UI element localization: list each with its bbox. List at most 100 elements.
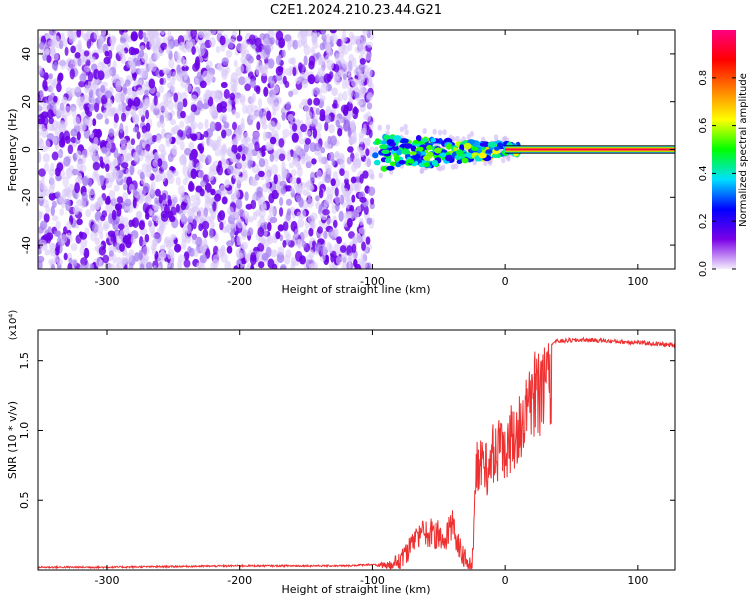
spectrogram-cell <box>318 156 326 165</box>
spectrogram-cell <box>230 211 238 219</box>
spectrogram-cell <box>122 192 128 201</box>
chart-title: C2E1.2024.210.23.44.G21 <box>270 3 442 18</box>
spectrogram-cell <box>307 98 313 106</box>
colorbar-label: Normalized spectral amplitude <box>738 73 749 227</box>
spectrogram-cell <box>452 147 459 152</box>
spectrogram-cell <box>152 159 158 167</box>
spectrogram-cell <box>381 149 390 154</box>
spectrogram-cell <box>235 198 243 210</box>
spectrogram-cell <box>182 165 188 176</box>
spectrogram-cell <box>364 156 372 168</box>
spectrogram-cell <box>128 262 134 269</box>
spectrogram-cells <box>38 30 675 269</box>
spectrogram-cell <box>103 220 111 230</box>
spectrogram-cell <box>100 215 106 222</box>
spectrogram-cell <box>263 86 269 97</box>
spectrogram-cell <box>374 146 379 153</box>
spectrogram-cell <box>231 30 238 38</box>
spectrogram-cell <box>266 144 274 151</box>
spectrogram-cell <box>188 180 194 191</box>
spectrogram-cell <box>189 152 194 162</box>
spectrogram-cell <box>308 55 316 66</box>
spectrogram-cell <box>191 233 197 245</box>
spectrogram-cell <box>412 153 421 161</box>
spectrogram-cell <box>235 111 241 119</box>
spectrogram-cell <box>342 90 348 101</box>
spectrogram-cell <box>236 130 243 139</box>
spectrogram-cell <box>258 261 265 269</box>
spectrogram-cell <box>196 100 204 111</box>
spectrogram-cell <box>355 181 362 192</box>
spectrogram-cell <box>202 229 209 239</box>
spectrogram-cell <box>338 69 344 78</box>
spectrogram-cell <box>148 78 156 89</box>
spectrogram-cell <box>301 98 309 106</box>
spectrogram-cell <box>320 83 329 94</box>
spectrogram-cell <box>313 30 318 38</box>
spectrogram-cell <box>46 133 55 141</box>
spectrogram-cell <box>180 201 187 211</box>
spectrogram-cell <box>399 138 409 144</box>
spectrogram-cell <box>229 92 236 101</box>
spectrogram-cell <box>197 122 204 130</box>
spectrogram-cell <box>256 150 262 160</box>
spectrogram-cell <box>269 136 277 145</box>
spectrogram-cell <box>158 251 166 259</box>
spectrogram-cell <box>121 257 126 268</box>
spectrogram-cell <box>245 104 254 116</box>
spectrogram-cell <box>224 179 230 188</box>
spectrogram-cell <box>315 195 320 202</box>
spectrogram-cell <box>339 168 345 177</box>
spectrogram-cell <box>295 194 302 202</box>
spectrogram-cell <box>57 74 62 85</box>
spectrogram-cell <box>78 231 84 238</box>
spectrogram-cell <box>349 87 354 98</box>
spectrogram-cell <box>349 183 357 191</box>
spectrogram-cell <box>212 144 217 151</box>
spectrogram-cell <box>110 107 116 115</box>
spectrogram-cell <box>88 145 95 153</box>
spectrogram-cell <box>358 217 364 226</box>
spectrogram-cell <box>95 256 103 268</box>
spectrogram-cell <box>38 152 42 163</box>
spectrogram-cell <box>105 163 110 173</box>
spectrogram-cell <box>39 211 44 219</box>
spectrogram-cell <box>296 211 302 219</box>
spectrogram-cell <box>55 220 61 230</box>
spectrogram-cell <box>101 30 107 36</box>
spectrogram-cell <box>43 162 50 172</box>
spectrogram-cell <box>267 58 275 69</box>
spectrogram-cell <box>244 83 251 92</box>
spectrogram-cell <box>360 252 367 261</box>
spectrogram-cell <box>159 244 166 253</box>
spectrogram-cell <box>183 259 191 268</box>
spectrogram-cell <box>141 67 149 79</box>
spectrogram-cell <box>97 70 105 81</box>
spectrogram-cell <box>343 169 350 180</box>
spectrogram-cell <box>272 263 278 269</box>
spectrogram-cell <box>386 139 394 145</box>
spectrogram-cell <box>245 65 252 73</box>
spectrogram-cell <box>240 55 247 65</box>
spectrogram-cell <box>206 76 211 83</box>
spectrogram-cell <box>46 55 52 63</box>
spectrogram-cell <box>306 191 312 199</box>
spectrogram-cell <box>199 243 207 254</box>
spectrogram-cell <box>204 118 209 129</box>
spectrogram-cell <box>173 170 179 177</box>
spectrogram-cell <box>209 215 215 223</box>
spectrogram-cell <box>83 65 91 72</box>
spectrogram-cell <box>358 63 366 71</box>
spectrogram-cell <box>175 135 181 145</box>
spectrogram-cell <box>42 79 48 90</box>
spectrogram-cell <box>238 93 246 103</box>
spectrogram-cell <box>240 117 245 128</box>
spectrogram-cell <box>115 92 122 104</box>
spectrogram-cell <box>257 242 265 252</box>
spectrogram-cell <box>287 113 294 122</box>
spectrogram-cell <box>422 137 429 143</box>
spectrogram-cell <box>151 135 158 143</box>
spectrogram-cell <box>160 171 167 183</box>
spectrogram-cell <box>346 156 352 165</box>
snr-frame <box>37 329 676 571</box>
